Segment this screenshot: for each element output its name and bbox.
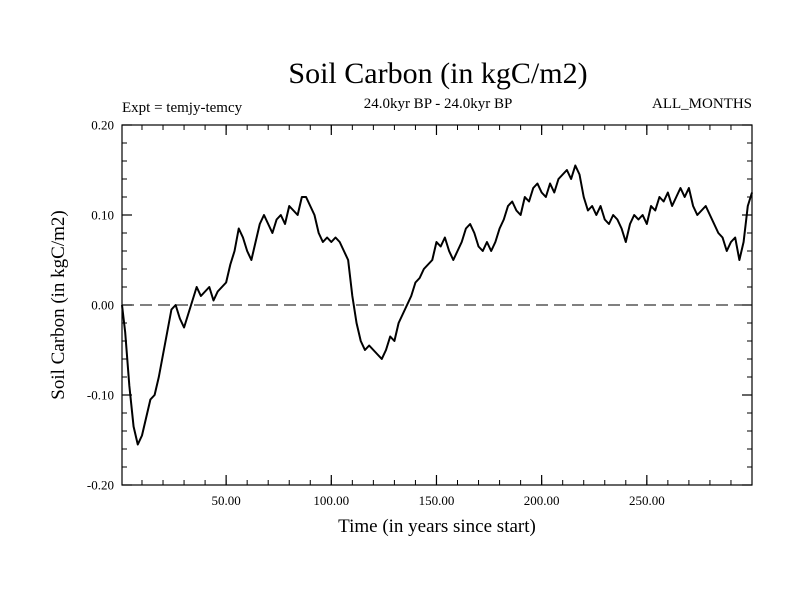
x-tick-label: 250.00	[629, 493, 665, 508]
chart-subtitle-center: 24.0kyr BP - 24.0kyr BP	[364, 96, 513, 112]
y-tick-label: -0.10	[87, 388, 114, 403]
x-tick-label: 150.00	[419, 493, 455, 508]
series-line-soil-carbon	[121, 164, 753, 446]
y-tick-label: -0.20	[87, 478, 114, 493]
chart-title: Soil Carbon (in kgC/m2)	[288, 57, 587, 90]
x-tick-label: 50.00	[211, 493, 240, 508]
y-tick-label: 0.20	[91, 118, 114, 133]
y-tick-label: 0.10	[91, 208, 114, 223]
y-tick-label: 0.00	[91, 298, 114, 313]
y-axis-label: Soil Carbon (in kgC/m2)	[48, 210, 69, 399]
chart-subtitle-left: Expt = temjy-temcy	[122, 100, 243, 116]
x-tick-label: 200.00	[524, 493, 560, 508]
x-tick-label: 100.00	[313, 493, 349, 508]
x-axis-label: Time (in years since start)	[338, 516, 536, 537]
chart-subtitle-right: ALL_MONTHS	[652, 96, 752, 112]
x-tick-labels: 50.00 100.00 150.00 200.00 250.00	[211, 493, 664, 508]
y-tick-labels: -0.20 -0.10 0.00 0.10 0.20	[87, 118, 114, 493]
